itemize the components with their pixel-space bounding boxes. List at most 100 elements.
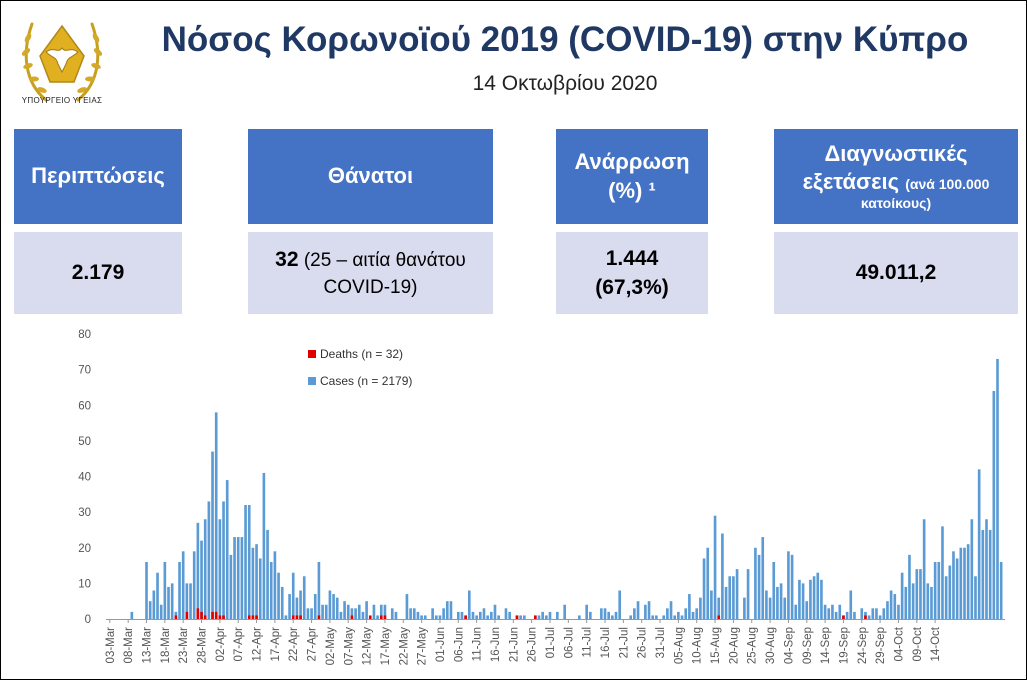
cases-bar: [486, 615, 489, 619]
cases-bar: [258, 558, 262, 619]
cases-bar: [295, 597, 299, 619]
cases-bar: [699, 597, 702, 619]
x-tick-label: 22-May: [398, 627, 410, 666]
cases-bar: [941, 526, 944, 619]
cases-bar: [768, 597, 772, 619]
cases-bar: [405, 594, 409, 619]
cases-bar: [790, 554, 794, 619]
cases-bar: [629, 615, 633, 619]
cases-bar: [688, 594, 691, 619]
deaths-bar: [717, 615, 721, 619]
cases-bar: [772, 562, 776, 619]
cases-bar: [365, 601, 368, 619]
cases-bar: [717, 597, 721, 619]
cases-bar: [196, 522, 200, 619]
cases-bar: [277, 572, 280, 619]
cases-bar: [944, 576, 948, 619]
cases-bar: [273, 551, 277, 619]
cases-bar: [376, 615, 379, 619]
cases-bar: [710, 590, 713, 619]
cases-bar: [647, 601, 651, 619]
cases-bar: [867, 615, 871, 619]
cases-bar: [420, 615, 423, 619]
deaths-bar: [299, 615, 302, 619]
cases-bar: [966, 544, 970, 619]
cases-bar: [211, 451, 214, 619]
x-tick-label: 10-Aug: [692, 627, 704, 664]
deaths-bar: [251, 615, 255, 619]
cases-bar: [959, 547, 963, 619]
cases-bar: [992, 391, 996, 619]
cases-bar: [900, 572, 904, 619]
cases-bar: [732, 576, 735, 619]
x-tick-label: 31-Jul: [655, 627, 667, 658]
cases-bar: [996, 358, 999, 619]
cases-bar: [827, 608, 831, 619]
cases-bar: [779, 583, 783, 619]
deaths-bars: [174, 608, 867, 619]
cases-bar: [262, 472, 266, 619]
cases-bar: [607, 611, 611, 619]
cases-bar: [754, 547, 757, 619]
x-tick-label: 18-Mar: [160, 627, 172, 664]
cases-bar: [644, 604, 647, 619]
cases-bar: [981, 529, 985, 619]
cases-bar: [578, 615, 581, 619]
cases-bar: [948, 565, 952, 619]
cases-bar: [159, 604, 163, 619]
recovery-label-sub: (%) ¹: [608, 177, 656, 203]
x-tick-label: 17-May: [380, 627, 392, 666]
cases-bar: [357, 604, 361, 619]
cases-bar: [783, 597, 787, 619]
deaths-bar: [295, 615, 299, 619]
x-tick-label: 29-Sep: [875, 627, 887, 664]
cases-bar: [713, 515, 717, 619]
cases-bar: [636, 601, 640, 619]
cases-bar: [849, 590, 853, 619]
cases-bar: [904, 586, 908, 619]
y-axis: 0 10 20 30 40 50 60 70 80: [78, 329, 1005, 626]
deaths-bar: [864, 615, 867, 619]
cases-bar: [548, 611, 552, 619]
cases-bar: [145, 562, 148, 619]
cases-bar: [757, 554, 761, 619]
cases-bar: [893, 594, 897, 619]
cases-bar: [130, 611, 134, 619]
cases-bar: [390, 608, 394, 619]
cases-bar: [662, 615, 666, 619]
tests-header: Διαγνωστικές εξετάσεις (ανά 100.000 κατο…: [774, 129, 1018, 224]
x-tick-label: 14-Sep: [820, 627, 832, 664]
x-tick-label: 21-Jul: [618, 627, 630, 658]
deaths-bar: [203, 615, 207, 619]
cases-bar: [765, 590, 768, 619]
cases-bar: [614, 611, 618, 619]
cases-bar: [519, 615, 522, 619]
cases-bar: [185, 583, 189, 619]
cases-bar: [633, 608, 636, 619]
legend-cases-swatch: [308, 377, 316, 385]
cases-bar: [673, 615, 677, 619]
x-tick-label: 17-Apr: [270, 627, 282, 662]
deaths-bar: [174, 615, 178, 619]
tests-value-box: 49.011,2: [774, 232, 1018, 314]
cases-bar: [328, 590, 332, 619]
cases-bar: [684, 608, 688, 619]
cases-bar: [306, 608, 310, 619]
x-tick-label: 07-Apr: [233, 627, 245, 662]
x-tick-label: 11-Jul: [582, 627, 594, 657]
x-tick-label: 03-Mar: [105, 627, 117, 664]
cases-bar: [449, 601, 453, 619]
deaths-bar: [218, 615, 222, 619]
cases-bar: [167, 586, 170, 619]
cases-bar: [860, 608, 864, 619]
cases-bar: [222, 501, 225, 619]
cases-bar: [332, 594, 335, 619]
cases-bar: [541, 611, 544, 619]
cases-bar: [291, 572, 295, 619]
cases-bar: [871, 608, 875, 619]
ministry-label: ΥΠΟΥΡΓΕΙΟ ΥΓΕΙΑΣ: [21, 96, 103, 105]
cases-bar: [728, 576, 732, 619]
cases-bar: [280, 586, 284, 619]
cases-bar: [409, 608, 412, 619]
cases-bar: [489, 611, 493, 619]
